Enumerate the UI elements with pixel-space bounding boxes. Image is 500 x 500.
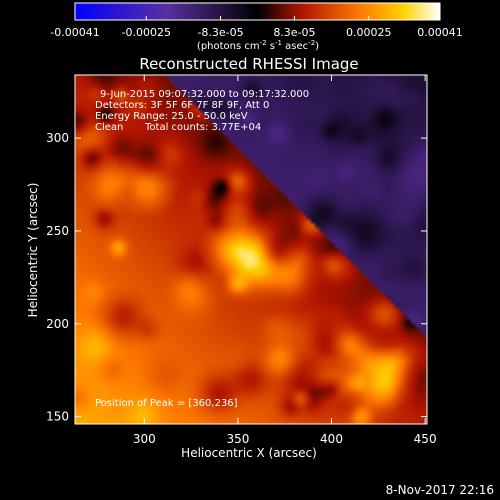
footer-date: 8-Nov-2017 22:16 (386, 483, 494, 497)
colorbar: -0.00041 -0.00025 -8.3e-05 8.3e-05 0.00025 0.… (50, 2, 463, 52)
y-tick-label: 200 (46, 317, 69, 331)
colorbar-tick-label: 0.00025 (346, 26, 392, 39)
colorbar-tick-label: -0.00041 (50, 26, 99, 39)
x-tick-label: 350 (226, 432, 249, 446)
chart-title: Reconstructed RHESSI Image (139, 55, 358, 73)
x-axis-ticks: 300 350 400 450 (133, 75, 437, 446)
colorbar-tick-label: -0.00025 (121, 26, 170, 39)
plot-frame (74, 74, 428, 425)
colorbar-tick-label: 0.00041 (417, 26, 463, 39)
x-tick-label: 300 (133, 432, 156, 446)
x-axis-label: Heliocentric X (arcsec) (181, 446, 317, 460)
plot-area: 300 350 400 450 150 200 250 300 (46, 74, 437, 446)
colorbar-gradient (74, 2, 441, 21)
colorbar-tick-label: -8.3e-05 (197, 26, 243, 39)
y-tick-label: 250 (46, 224, 69, 238)
annotation-total-counts: Total counts: 3.77E+04 (144, 122, 261, 133)
colorbar-ticks: -0.00041 -0.00025 -8.3e-05 8.3e-05 0.00025 0.… (50, 16, 463, 39)
colorbar-tick-label: 8.3e-05 (273, 26, 315, 39)
x-tick-label: 400 (320, 432, 343, 446)
y-tick-label: 300 (46, 131, 69, 145)
y-axis-label: Heliocentric Y (arcsec) (26, 183, 40, 318)
colorbar-unit: (photons cm-2 s-1 asec-2) (197, 39, 319, 52)
annotation-time-range: 9-Jun-2015 09:07:32.000 to 09:17:32.000 (100, 89, 309, 100)
annotation-clean: Clean (95, 122, 123, 133)
y-axis-ticks: 150 200 250 300 (46, 131, 427, 424)
y-tick-label: 150 (46, 410, 69, 424)
annotation-energy: Energy Range: 25.0 - 50.0 keV (95, 111, 248, 122)
heatmap-raster (75, 75, 427, 424)
x-tick-label: 450 (414, 432, 437, 446)
heatmap-image (75, 75, 427, 424)
annotation-detectors: Detectors: 3F 5F 6F 7F 8F 9F, Att 0 (95, 100, 269, 111)
annotations: 9-Jun-2015 09:07:32.000 to 09:17:32.000 … (95, 89, 309, 409)
annotation-peak: Position of Peak = [360,236] (95, 398, 238, 409)
